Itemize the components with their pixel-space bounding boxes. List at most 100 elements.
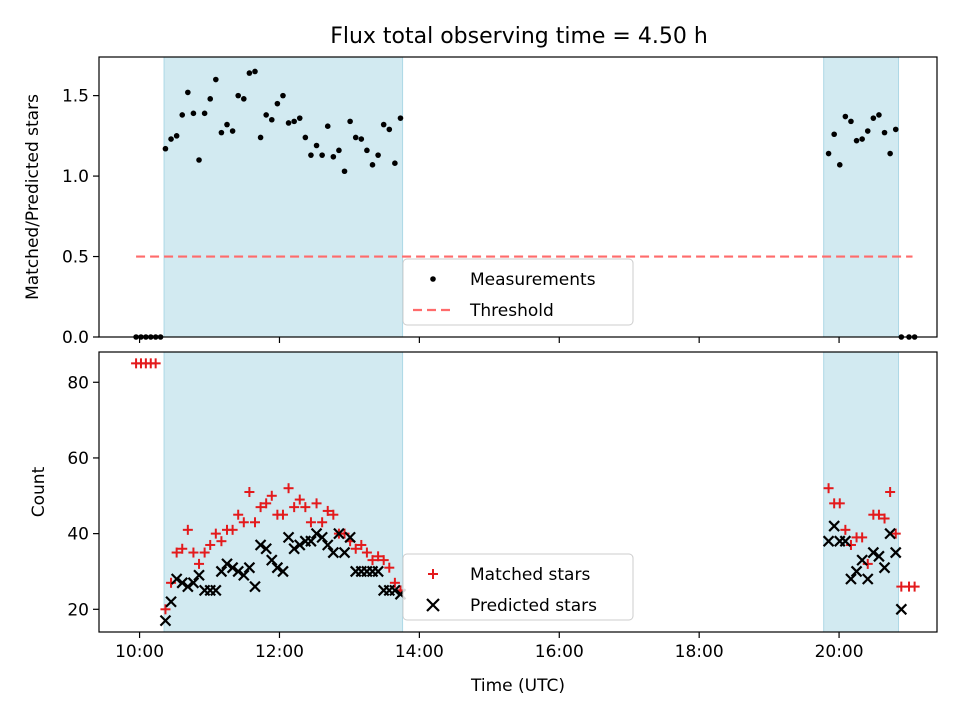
measurement-point [246, 70, 253, 76]
matched-star-point [373, 551, 384, 562]
top-panel-ratio: 0.0 0.5 1.0 1.5 Matched/Predicted stars Measu… [23, 56, 938, 348]
x-tick-label: 20:00 [815, 642, 864, 662]
x-stroke-b [895, 603, 908, 616]
y-tick-label: 0.5 [62, 248, 89, 268]
axes-frame [98, 56, 938, 338]
measurement-point [201, 110, 208, 117]
matched-star-point [238, 517, 249, 528]
bottom-panel-counts: 20 40 60 80 10:00 12:00 14:00 16:00 18:00 20:00 Co… [29, 351, 938, 696]
measurement-point [853, 137, 860, 144]
x-stroke-b [277, 565, 289, 578]
measurement-point [263, 112, 269, 118]
matched-star-point [350, 543, 361, 554]
predicted-star-point [238, 569, 250, 582]
legend: Matched stars Predicted stars [402, 553, 634, 621]
matched-star-point [857, 532, 868, 543]
predicted-star-point [271, 561, 284, 574]
matched-star-point [378, 555, 389, 566]
y-tick-label: 60 [67, 449, 89, 469]
matched-star-point [873, 509, 884, 520]
measurement-point [313, 142, 320, 149]
matched-star-point [384, 562, 395, 573]
x-stroke-b [878, 561, 891, 574]
predicted-star-point [277, 565, 289, 578]
measurement-point [375, 152, 381, 158]
measurement-point [218, 129, 225, 136]
predicted-star-point [845, 573, 857, 585]
y-axis-label: Count [29, 466, 49, 517]
measurement-point [336, 147, 342, 154]
predicted-star-point [176, 577, 189, 589]
matched-star-point [171, 547, 182, 558]
predicted-star-point [884, 527, 896, 540]
measurement-point [881, 129, 888, 136]
legend-measurement-marker [430, 276, 436, 282]
x-stroke-b [176, 577, 189, 589]
matched-star-point [305, 517, 316, 528]
matched-star-point [367, 555, 378, 566]
predicted-star-point [861, 573, 874, 585]
measurement-point [308, 152, 314, 158]
x-stroke-b [828, 520, 840, 532]
measurement-point [842, 113, 849, 120]
measurement-point [330, 153, 337, 160]
measurement-point [302, 134, 309, 141]
x-stroke-b [845, 573, 857, 585]
measurement-point [274, 100, 281, 107]
predicted-star-point [305, 535, 317, 547]
measurement-point [185, 89, 191, 96]
x-stroke-b [238, 569, 250, 582]
x-stroke-b [165, 595, 177, 608]
x-stroke-b [889, 546, 902, 559]
matched-star-point [182, 524, 193, 535]
predicted-star-point [293, 539, 306, 551]
x-stroke-b [159, 614, 172, 627]
predicted-star-point [822, 535, 835, 547]
predicted-star-point [828, 520, 840, 532]
x-stroke-b [182, 580, 194, 593]
predicted-star-point [288, 542, 300, 555]
predicted-star-point [333, 527, 345, 540]
measurement-point [369, 162, 376, 168]
measurement-point [831, 131, 837, 138]
x-stroke-b [260, 542, 272, 555]
matched-star-point [277, 509, 288, 520]
matched-star-point [255, 502, 266, 513]
predicted-star-point [867, 546, 880, 559]
matched-star-point [328, 509, 339, 520]
measurement-point [285, 120, 292, 126]
x-stroke-b [293, 539, 306, 551]
matched-star-point [233, 509, 244, 520]
y-tick-label: 40 [67, 525, 89, 545]
matched-star-point [216, 536, 227, 547]
measurement-point [887, 150, 893, 157]
y-tick-label: 1.0 [62, 167, 89, 187]
x-stroke-b [170, 573, 183, 585]
measurement-point [252, 68, 258, 75]
measurement-point [364, 147, 370, 154]
measurement-point [162, 145, 169, 152]
x-stroke-b [389, 584, 401, 597]
x-stroke-b [321, 539, 334, 551]
predicted-star-point [389, 584, 401, 597]
observing-window-span [163, 351, 404, 633]
measurement-point [240, 96, 247, 102]
measurement-point [386, 126, 393, 133]
measurement-point [168, 136, 174, 142]
matched-star-point [885, 487, 896, 497]
measurement-point [229, 128, 236, 134]
predicted-star-point [193, 569, 205, 582]
x-stroke-b [243, 561, 256, 574]
predicted-star-point [850, 565, 863, 578]
matched-star-point [283, 483, 294, 494]
x-stroke-b [316, 531, 328, 544]
legend: Measurements Threshold [402, 258, 634, 326]
measurement-point [296, 115, 303, 121]
x-tick-label: 10:00 [115, 642, 164, 662]
measurement-point [196, 157, 202, 163]
matched-star-point [294, 494, 305, 505]
x-stroke-b [338, 546, 351, 559]
predicted-star-point [159, 614, 172, 627]
predicted-star-point [873, 550, 885, 563]
